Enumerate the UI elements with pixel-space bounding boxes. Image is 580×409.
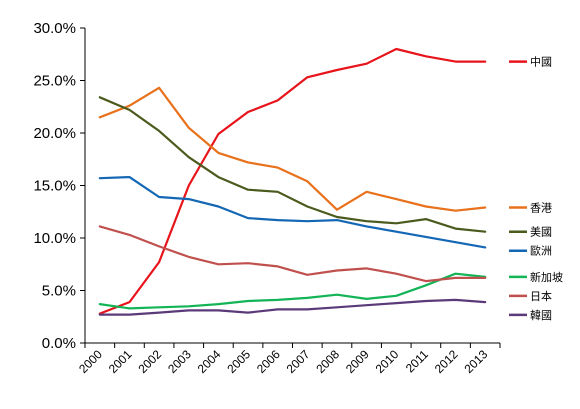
series-line [98, 96, 487, 233]
y-tick-label: 30.0% [33, 20, 76, 37]
x-tick-label: 2003 [165, 347, 194, 376]
y-tick-label: 25.0% [33, 73, 76, 90]
x-tick-label: 2013 [462, 347, 491, 376]
series-line [98, 225, 487, 283]
legend-label: 美國 [530, 226, 552, 239]
x-tick-label: 2008 [313, 347, 342, 376]
legend-label: 香港 [530, 202, 552, 215]
x-tick-label: 2012 [432, 347, 461, 376]
x-tick-label: 2010 [373, 347, 402, 376]
legend-label: 中國 [530, 56, 552, 69]
x-axis: 2000 2001 2002 2003 2004 2005 2006 2007 2008 2009… [76, 342, 501, 376]
y-tick-label: 20.0% [33, 125, 76, 142]
series-line [98, 176, 487, 249]
series-line [98, 47, 487, 315]
series-line [98, 86, 487, 212]
x-tick-label: 2006 [254, 347, 283, 376]
legend-label: 新加坡 [530, 270, 563, 284]
x-tick-label: 2005 [224, 347, 253, 376]
x-tick-label: 2004 [195, 347, 224, 376]
y-axis: 0.0% 5.0% 10.0% 15.0% 20.0% 25.0% 30.0% [33, 20, 86, 352]
x-tick-label: 2001 [106, 347, 135, 376]
x-tick-label: 2000 [76, 347, 105, 376]
y-tick-label: 5.0% [42, 283, 76, 300]
x-tick-label: 2011 [403, 347, 431, 375]
y-tick-label: 15.0% [33, 178, 76, 195]
x-tick-label: 2002 [135, 347, 164, 376]
legend-label: 日本 [530, 289, 552, 303]
series-lines [98, 47, 487, 316]
x-tick-label: 2009 [343, 347, 372, 376]
y-tick-label: 0.0% [42, 335, 76, 352]
legend-label: 韓國 [530, 309, 552, 322]
y-tick-label: 10.0% [33, 230, 76, 247]
legend-label: 歐洲 [530, 244, 552, 258]
series-line [98, 272, 487, 310]
series-line [98, 298, 487, 316]
x-tick-label: 2007 [284, 347, 313, 376]
